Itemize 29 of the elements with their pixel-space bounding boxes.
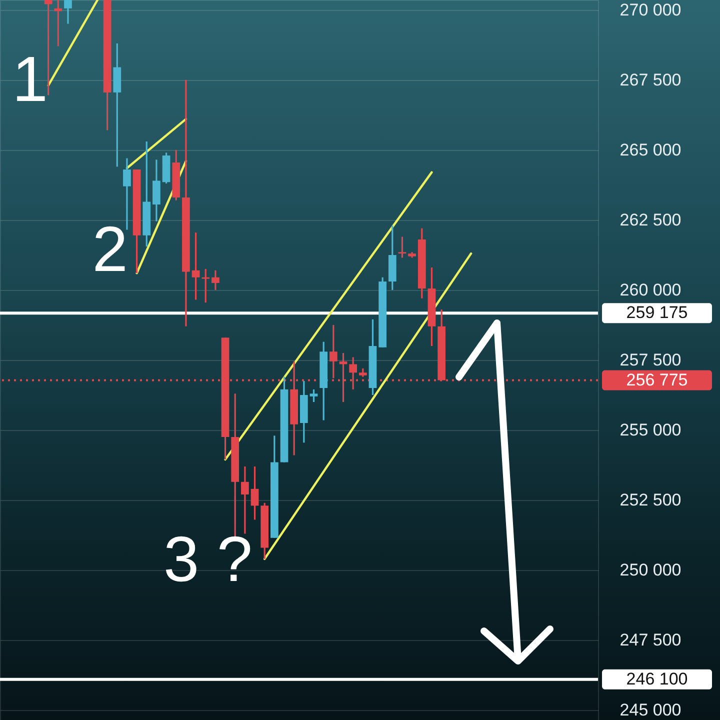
candlestick	[250, 466, 259, 520]
y-tick-label: 245 000	[620, 700, 682, 720]
y-tick-label: 247 500	[620, 630, 682, 650]
y-tick-label: 267 500	[620, 70, 682, 90]
y-tick-label: 255 000	[620, 420, 682, 440]
y-tick-label: 270 000	[620, 0, 682, 20]
candlestick	[192, 232, 200, 301]
y-tick-label: 250 000	[620, 560, 682, 580]
y-tick-label: 260 000	[620, 280, 682, 300]
annotation: 3 ?	[164, 523, 252, 595]
y-tick-label: 265 000	[620, 140, 682, 160]
y-tick-label: 257 500	[620, 350, 682, 370]
ref-line-label: 246 100	[626, 669, 688, 688]
annotation: 2	[92, 213, 128, 285]
y-tick-label: 252 500	[620, 490, 682, 510]
candlestick	[44, 0, 52, 96]
candlestick	[398, 236, 406, 259]
y-tick-label: 262 500	[620, 210, 682, 230]
candlestick	[241, 466, 249, 534]
candlestick	[310, 388, 318, 403]
ref-line-label: 259 175	[626, 303, 688, 322]
candlestick	[123, 157, 131, 231]
annotation: 1	[12, 43, 48, 115]
candlestick	[64, 0, 72, 25]
candlestick	[202, 268, 210, 304]
ref-line-label: 256 775	[626, 370, 688, 390]
candlestick	[212, 270, 220, 291]
candlestick	[54, 0, 62, 48]
candlestick	[152, 158, 160, 222]
